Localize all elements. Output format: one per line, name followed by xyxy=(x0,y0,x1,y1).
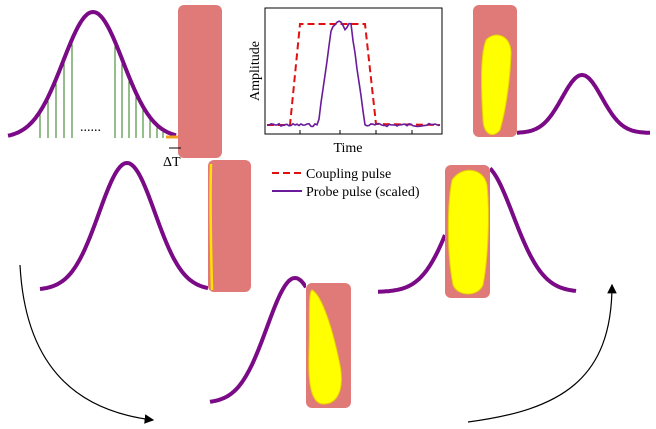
medium xyxy=(178,5,222,158)
inset-ticks xyxy=(299,130,413,134)
flow-arrow xyxy=(19,264,155,424)
pulse-curve xyxy=(39,160,209,291)
pulse-curve xyxy=(490,166,577,293)
flow-arrow xyxy=(467,283,617,423)
stored-pulse xyxy=(447,170,489,295)
probe-curve xyxy=(266,20,440,128)
pulse-curve xyxy=(7,9,177,138)
inset-axes xyxy=(264,7,443,135)
delta-label: ΔT xyxy=(163,155,181,170)
pulse-curve xyxy=(517,72,650,135)
medium xyxy=(208,160,251,292)
legend-label: Coupling pulse xyxy=(306,167,391,182)
legend-label: Probe pulse (scaled) xyxy=(306,185,420,200)
y-label: Amplitude xyxy=(248,41,263,101)
coupling-curve xyxy=(267,23,441,126)
sample-lines xyxy=(39,41,164,138)
x-label: Time xyxy=(333,141,362,156)
pulse-front xyxy=(209,163,214,291)
pulse-curve xyxy=(209,275,306,404)
entering-pulse xyxy=(308,289,342,405)
dots: ...... xyxy=(80,120,101,135)
stored-pulse xyxy=(480,34,512,136)
pulse-curve xyxy=(378,234,445,294)
